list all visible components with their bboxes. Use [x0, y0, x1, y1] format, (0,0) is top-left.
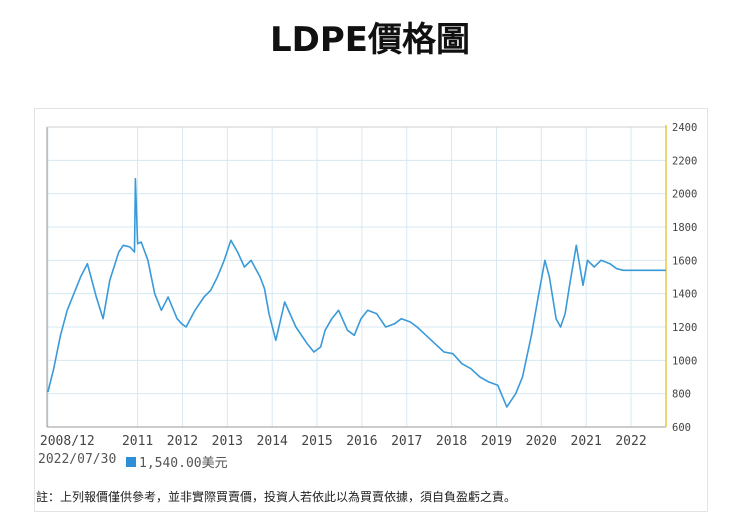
x-tick-label: 2012 — [167, 434, 198, 449]
y-tick-label: 800 — [672, 389, 691, 401]
ldpe-price-chart: 600 800 1000 1200 1400 1600 1800 2000 2200 2400 20… — [40, 122, 697, 449]
y-tick-label: 1200 — [672, 322, 697, 334]
x-tick-label: 2019 — [481, 434, 512, 449]
y-tick-label: 2000 — [672, 189, 697, 201]
legend-swatch — [126, 456, 136, 467]
y-tick-label: 1000 — [672, 355, 697, 367]
x-tick-label: 2018 — [436, 434, 467, 449]
y-tick-label: 1800 — [672, 222, 697, 234]
y-tick-label: 600 — [672, 422, 691, 434]
y-tick-label: 2400 — [672, 122, 697, 134]
page-title: LDPE價格圖 — [269, 20, 471, 60]
price-value: 1,540.00美元 — [139, 456, 228, 471]
x-tick-label: 2020 — [526, 434, 557, 449]
x-tick-label: 2015 — [301, 434, 332, 449]
disclaimer-note: 註：上列報價僅供參考，並非實際買賣價，投資人若依此以為買賣依據，須自負盈虧之責。 — [36, 490, 517, 504]
chart-card: 600 800 1000 1200 1400 1600 1800 2000 2200 2400 20… — [34, 108, 708, 512]
x-tick-label: 2022 — [615, 434, 646, 449]
price-date: 2022/07/30 — [38, 452, 117, 467]
x-tick-label: 2016 — [346, 434, 377, 449]
y-tick-label: 2200 — [672, 155, 697, 167]
y-tick-label: 1600 — [672, 255, 697, 267]
y-tick-label: 1400 — [672, 289, 697, 301]
x-tick-label: 2011 — [122, 434, 153, 449]
price-readout: 1,540.00美元 — [126, 452, 228, 471]
series-line-ldpe — [47, 177, 666, 408]
x-tick-label: 2017 — [391, 434, 422, 449]
x-tick-label: 2013 — [212, 434, 243, 449]
x-tick-label: 2014 — [257, 434, 288, 449]
x-tick-label: 2021 — [571, 434, 602, 449]
x-tick-label: 2008/12 — [40, 434, 95, 449]
